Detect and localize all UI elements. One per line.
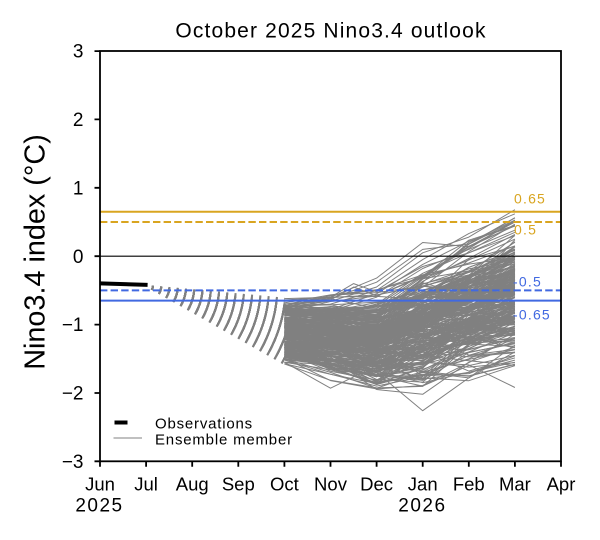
svg-text:Feb: Feb	[453, 474, 485, 495]
svg-text:-0.65: -0.65	[513, 307, 551, 323]
svg-text:Aug: Aug	[176, 474, 209, 495]
svg-text:−3: −3	[62, 452, 84, 473]
svg-text:3: 3	[73, 42, 84, 63]
svg-text:Jan: Jan	[408, 474, 438, 495]
svg-text:Oct: Oct	[270, 474, 299, 495]
svg-text:-0.5: -0.5	[513, 273, 542, 289]
svg-text:0.5: 0.5	[514, 222, 537, 238]
svg-text:Mar: Mar	[499, 474, 531, 495]
svg-text:2: 2	[73, 110, 84, 131]
svg-text:Sep: Sep	[222, 474, 255, 495]
svg-text:Dec: Dec	[360, 474, 393, 495]
svg-text:2026: 2026	[398, 496, 446, 517]
svg-text:Jul: Jul	[134, 474, 158, 495]
svg-text:Observations: Observations	[155, 416, 253, 433]
svg-text:−1: −1	[62, 315, 84, 336]
svg-text:Nov: Nov	[314, 474, 348, 495]
svg-text:0.65: 0.65	[514, 191, 546, 207]
svg-text:Apr: Apr	[547, 474, 576, 495]
svg-text:1: 1	[73, 178, 84, 199]
svg-text:Jun: Jun	[85, 474, 115, 495]
svg-text:0: 0	[73, 247, 84, 268]
svg-text:October 2025 Nino3.4 outlook: October 2025 Nino3.4 outlook	[175, 20, 486, 43]
svg-text:2025: 2025	[75, 496, 123, 517]
svg-text:−2: −2	[62, 384, 84, 405]
svg-text:Nino3.4 index (°C): Nino3.4 index (°C)	[20, 134, 52, 370]
svg-text:Ensemble member: Ensemble member	[155, 432, 293, 449]
